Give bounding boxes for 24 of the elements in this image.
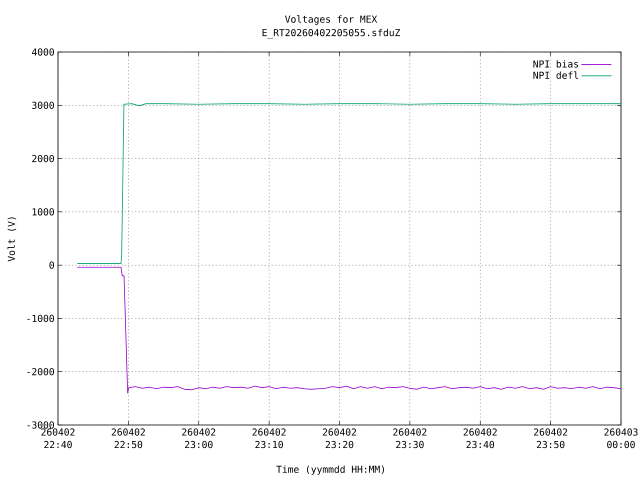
x-tick-label: 260402 23:30 (393, 428, 426, 448)
x-tick-label: 260402 23:40 (464, 428, 497, 448)
y-tick-label: -1000 (27, 314, 54, 322)
chart-title: Voltages for MEX (285, 15, 378, 25)
y-tick-label: 4000 (32, 48, 54, 56)
legend-label: NPI bias (533, 60, 578, 68)
legend-label: NPI defl (533, 71, 578, 79)
y-tick-label: 3000 (32, 102, 54, 109)
y-axis-title: Volt (V) (8, 217, 16, 262)
y-tick-label: -2000 (27, 368, 54, 376)
x-tick-label: 260402 22:50 (112, 428, 145, 448)
y-tick-label: 2000 (32, 154, 54, 162)
chart-subtitle: E_RT20260402205055.sfduZ (262, 28, 400, 38)
x-tick-label: 260402 23:00 (182, 428, 216, 448)
x-axis-title: Time (yymmdd HH:MM) (276, 466, 384, 475)
x-tick-label: 260402 22:40 (41, 428, 75, 448)
x-tick-label: 260403 00:00 (604, 428, 638, 448)
y-tick-label: -3000 (27, 421, 54, 429)
y-tick-label: 0 (49, 262, 54, 269)
x-tick-label: 260402 23:20 (322, 428, 356, 448)
x-tick-label: 260402 23:10 (252, 428, 286, 448)
x-tick-label: 260402 23:50 (534, 428, 568, 448)
line-series (76, 266, 621, 394)
y-tick-label: 1000 (32, 208, 54, 216)
